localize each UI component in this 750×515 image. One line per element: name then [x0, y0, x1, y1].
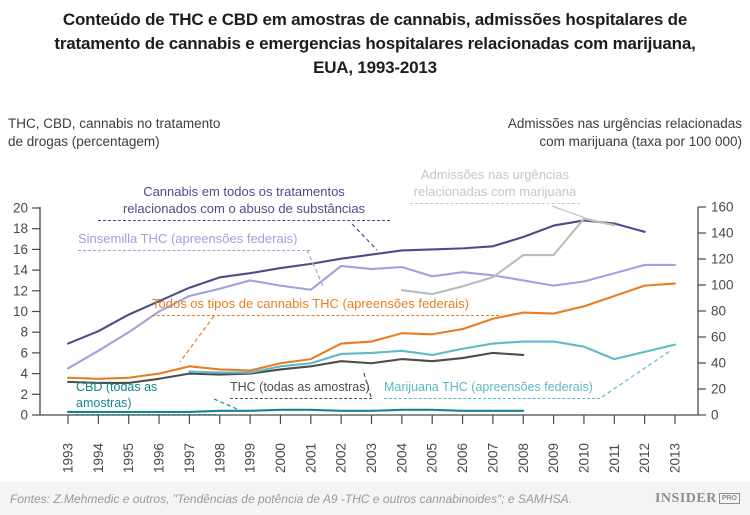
annotation-marijuana-thc: Marijuana THC (apreensões federais)	[384, 379, 600, 399]
x-axis-year-label: 1993	[61, 443, 76, 473]
brand-pro-badge: PRO	[718, 493, 740, 504]
annotation-all-cannabis-thc: Todos os tipos de cannabis THC (apreensõ…	[152, 295, 499, 316]
x-axis-year-label: 2009	[546, 443, 561, 473]
x-axis-year-label: 1997	[182, 443, 197, 473]
x-axis-year-label: 1996	[152, 443, 167, 473]
pointer-thc	[362, 369, 372, 398]
right-axis-tick-label: 40	[711, 356, 726, 371]
left-axis-tick-label: 18	[13, 221, 28, 236]
x-axis-year-label: 2002	[334, 443, 349, 473]
left-axis-tick-label: 0	[20, 408, 28, 423]
right-axis-tick-label: 20	[711, 382, 726, 397]
pointer-cbd	[213, 398, 238, 410]
left-axis-tick-label: 2	[20, 387, 28, 402]
x-axis-year-label: 2011	[607, 444, 622, 473]
annotation-er-admissions: Admissões nas urgências relacionadas com…	[410, 166, 580, 204]
right-axis-tick-label: 80	[711, 304, 726, 319]
page-title: Conteúdo de THC e CBD em amostras de can…	[54, 10, 696, 77]
x-axis-year-label: 2008	[516, 443, 531, 473]
x-axis-year-label: 2001	[303, 443, 318, 473]
series-line-thc	[66, 351, 525, 384]
series-line-sinsemilla	[66, 263, 677, 370]
x-axis-year-label: 2012	[637, 443, 652, 473]
left-axis-tick-label: 4	[20, 366, 28, 381]
left-axis-tick-label: 12	[13, 283, 28, 298]
annotation-thc-all-samples: THC (todas as amostras)	[230, 379, 372, 399]
series-line-all_thc	[66, 282, 677, 380]
left-axis-tick-label: 14	[13, 263, 29, 278]
annotation-cbd-all-samples: CBD (todas as amostras)	[76, 379, 216, 415]
insider-pro-logo: INSIDER PRO	[655, 491, 740, 507]
left-axis-tick-label: 20	[13, 201, 28, 216]
right-axis-tick-label: 160	[711, 200, 734, 215]
x-axis-year-label: 2005	[425, 443, 440, 473]
x-axis-year-label: 2006	[455, 443, 470, 473]
x-axis-year-label: 2007	[485, 443, 500, 473]
annotation-cannabis-treatment: Cannabis em todos os tratamentos relacio…	[98, 183, 390, 221]
footer-bar: Fontes: Z.Mehmedic e outros, "Tendências…	[0, 482, 750, 515]
source-credit: Fontes: Z.Mehmedic e outros, "Tendências…	[10, 491, 572, 506]
x-axis-year-label: 1995	[121, 443, 136, 473]
left-axis-tick-label: 10	[13, 304, 28, 319]
x-axis-year-label: 1994	[91, 442, 106, 473]
right-axis-header: Admissões nas urgências relacionadas com…	[507, 116, 742, 149]
left-axis-tick-label: 6	[20, 345, 28, 360]
right-axis-tick-label: 120	[711, 252, 734, 267]
pointer-cannabis-treatment	[351, 223, 378, 251]
x-axis-year-label: 2013	[668, 443, 683, 473]
right-axis-tick-label: 140	[711, 226, 734, 241]
series-line-treatment	[66, 219, 646, 345]
right-axis-tick-label: 60	[711, 330, 726, 345]
left-axis-tick-label: 8	[20, 325, 28, 340]
right-axis-tick-label: 100	[711, 278, 734, 293]
x-axis-year-label: 1998	[212, 443, 227, 473]
brand-name: INSIDER	[654, 490, 717, 506]
left-axis-tick-label: 16	[13, 242, 28, 257]
left-axis-header: THC, CBD, cannabis no tratamento de drog…	[8, 116, 221, 149]
series-line-cbd	[66, 408, 525, 413]
pointer-sinsemilla-thc	[306, 249, 324, 287]
series-line-marijuana	[188, 340, 677, 374]
pointer-all-cannabis-thc	[179, 315, 215, 363]
annotation-sinsemilla-thc: Sinsemilla THC (apreensões federais)	[78, 230, 310, 251]
x-axis-year-label: 2010	[576, 443, 591, 473]
x-axis-year-label: 1999	[243, 443, 258, 473]
pointer-er-admissions	[551, 205, 589, 220]
x-axis-year-label: 2003	[364, 443, 379, 473]
x-axis-year-label: 2000	[273, 443, 288, 473]
x-axis-year-label: 2004	[394, 442, 409, 473]
right-axis-tick-label: 0	[711, 408, 719, 423]
series-line-er	[400, 217, 616, 296]
